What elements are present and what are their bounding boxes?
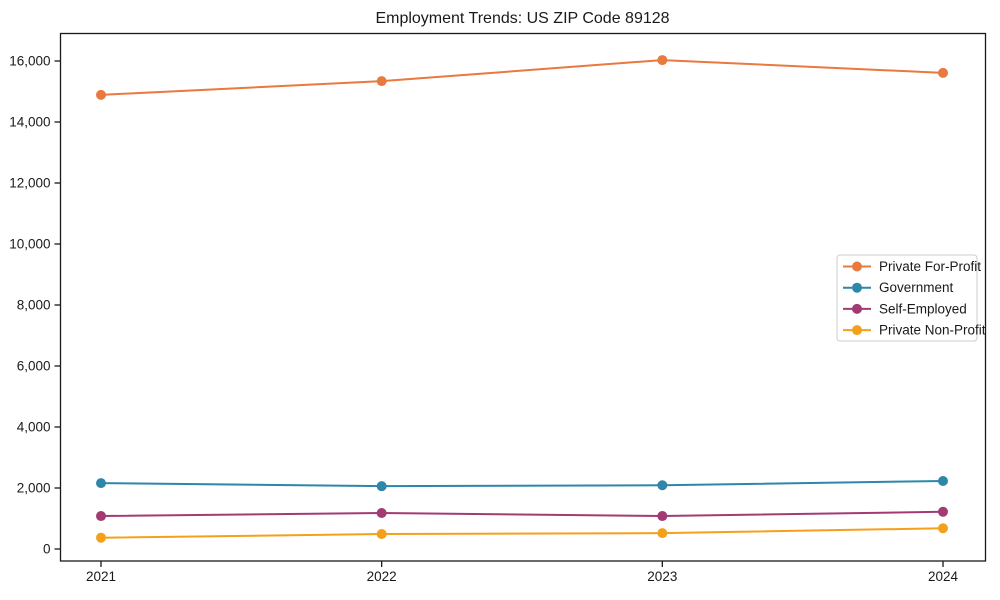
data-point-self-employed	[938, 506, 948, 517]
data-point-government	[657, 480, 668, 491]
legend-label: Private Non-Profit	[879, 323, 986, 338]
data-point-government	[938, 475, 948, 486]
series-line-private-for-profit	[100, 59, 944, 96]
data-point-private-for-profit	[657, 55, 668, 66]
legend-entry-private-non-profit: Private Non-Profit	[843, 323, 986, 338]
legend-entry-government: Government	[843, 280, 954, 295]
data-point-self-employed	[657, 511, 668, 522]
data-point-self-employed	[96, 511, 106, 522]
chart-title: Employment Trends: US ZIP Code 89128	[375, 10, 670, 27]
series-line-government	[100, 479, 944, 488]
y-tick-label: 16,000	[9, 54, 50, 69]
series-line-self-employed	[100, 510, 944, 518]
legend-marker-dot	[852, 282, 862, 293]
data-point-private-non-profit	[376, 529, 387, 540]
y-tick-label: 14,000	[9, 115, 50, 130]
y-tick-label: 8,000	[17, 298, 51, 313]
x-tick-label: 2021	[86, 569, 116, 584]
legend-label: Private For-Profit	[879, 259, 981, 274]
data-point-government	[376, 481, 387, 492]
x-tick-label: 2023	[647, 569, 677, 584]
legend-marker-dot	[852, 261, 862, 272]
data-point-government	[96, 478, 106, 489]
data-point-self-employed	[376, 508, 387, 519]
legend-label: Self-Employed	[879, 301, 967, 316]
x-tick-label: 2024	[928, 569, 959, 584]
y-tick-label: 4,000	[17, 420, 51, 435]
y-tick-label: 6,000	[17, 359, 51, 374]
legend-label: Government	[879, 280, 954, 295]
legend-marker-dot	[852, 303, 862, 314]
legend-marker-dot	[852, 325, 862, 336]
legend-entry-self-employed: Self-Employed	[843, 301, 967, 316]
data-point-private-for-profit	[376, 76, 387, 87]
data-point-private-non-profit	[96, 532, 106, 543]
plot-frame	[59, 32, 987, 562]
legend-entry-private-for-profit: Private For-Profit	[843, 259, 981, 274]
data-point-private-for-profit	[938, 67, 948, 78]
y-tick-label: 12,000	[9, 176, 50, 191]
data-point-private-non-profit	[938, 523, 948, 534]
x-tick-label: 2022	[367, 569, 397, 584]
data-point-private-for-profit	[96, 89, 106, 100]
legend-box	[836, 254, 978, 342]
y-tick-label: 0	[43, 542, 51, 557]
data-point-private-non-profit	[657, 528, 668, 539]
y-tick-label: 10,000	[9, 237, 50, 252]
series-line-private-non-profit	[100, 527, 944, 539]
y-tick-label: 2,000	[17, 481, 51, 496]
